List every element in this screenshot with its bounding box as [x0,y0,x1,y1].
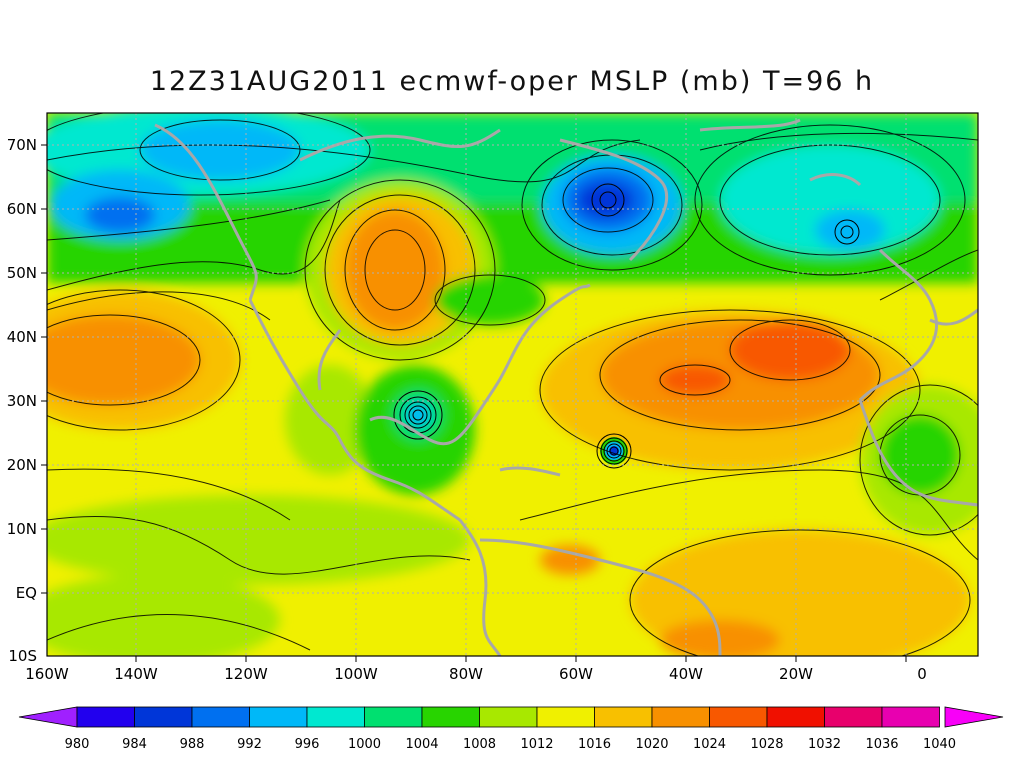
pressure-field [47,113,978,656]
isobar-lines [47,113,978,656]
lat-label: 60N [7,200,37,218]
lat-label: 10N [7,520,37,538]
colorbar-arrow-low [18,706,78,728]
colorbar-label: 984 [122,737,147,752]
lat-label: 40N [7,328,37,346]
colorbar-swatch [421,706,480,728]
colorbar-swatch [479,706,538,728]
lon-label: 60W [559,665,593,683]
colorbar-swatch [709,706,768,728]
colorbar-label: 1028 [750,737,783,752]
latitude-axis: 70N 60N 50N 40N 30N 20N 10N EQ 10S [7,136,37,665]
lon-label: 120W [224,665,268,683]
colorbar-label: 1008 [463,737,496,752]
colorbar-swatch [824,706,883,728]
lat-label: 30N [7,392,37,410]
lon-label: 20W [779,665,813,683]
colorbar-swatch [249,706,308,728]
colorbar-label: 1020 [635,737,668,752]
lon-label: 100W [334,665,378,683]
colorbar-swatch [364,706,423,728]
lat-label: 10S [8,647,37,665]
colorbar-swatch [536,706,595,728]
colorbar-label: 1040 [923,737,956,752]
colorbar-label: 1000 [348,737,381,752]
colorbar-label: 1016 [578,737,611,752]
colorbar-label: 1012 [520,737,553,752]
colorbar-swatch [594,706,653,728]
map-frame [46,112,979,657]
lat-label: 20N [7,456,37,474]
lat-label: EQ [16,584,37,602]
colorbar-swatch [191,706,250,728]
colorbar-swatch [134,706,193,728]
lat-label: 50N [7,264,37,282]
colorbar-arrow-high [944,706,1004,728]
longitude-axis: 160W 140W 120W 100W 80W 60W 40W 20W 0 [25,665,927,683]
colorbar-swatch [766,706,825,728]
lon-label: 0 [917,665,927,683]
colorbar-swatch [76,706,135,728]
chart-title: 12Z31AUG2011 ecmwf-oper MSLP (mb) T=96 h [149,66,875,97]
colorbar-label: 992 [237,737,262,752]
colorbar: 980 984 988 992 996 1000 1004 1008 1012 1016 1020 1… [18,706,1004,752]
lon-label: 80W [449,665,483,683]
colorbar-label: 996 [295,737,320,752]
colorbar-swatch [651,706,710,728]
graticule [47,113,978,656]
lat-label: 70N [7,136,37,154]
colorbar-swatch [881,706,940,728]
coastlines [154,118,978,656]
lon-label: 160W [25,665,69,683]
colorbar-label: 988 [180,737,205,752]
colorbar-label: 1036 [865,737,898,752]
colorbar-swatch [306,706,365,728]
lon-label: 140W [114,665,158,683]
colorbar-label: 1024 [693,737,726,752]
colorbar-label: 1032 [808,737,841,752]
colorbar-label: 1004 [405,737,438,752]
colorbar-label: 980 [65,737,90,752]
lon-label: 40W [669,665,703,683]
axis-ticks [41,144,907,662]
